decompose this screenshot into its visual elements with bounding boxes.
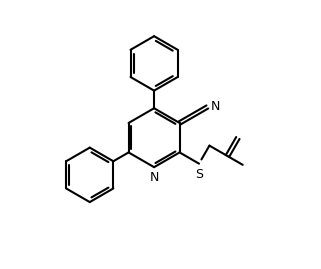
Text: S: S [195, 168, 203, 182]
Text: N: N [149, 171, 159, 184]
Text: N: N [211, 100, 221, 114]
